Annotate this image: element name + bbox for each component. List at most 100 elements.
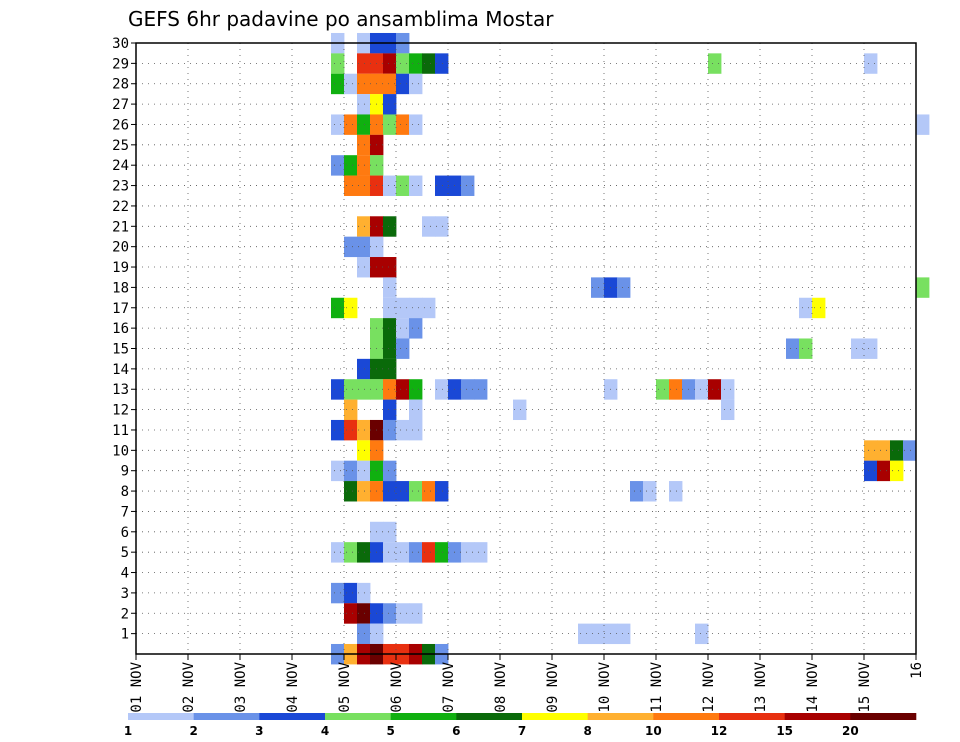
heatmap-cell <box>617 623 631 645</box>
heatmap-cell <box>383 114 397 135</box>
heatmap-cell <box>396 603 410 624</box>
colorbar-swatch <box>456 713 523 720</box>
heatmap-cell <box>357 460 371 482</box>
heatmap-cell <box>383 338 397 359</box>
heatmap-cell <box>877 440 891 461</box>
heatmap-cell <box>331 114 345 135</box>
colorbar-label: 20 <box>842 724 859 738</box>
y-tick-label: 17 <box>112 301 129 317</box>
heatmap-cell <box>396 379 410 400</box>
heatmap-cell <box>357 379 371 400</box>
heatmap-cell <box>435 175 449 196</box>
heatmap-cell <box>864 440 878 461</box>
heatmap-cell <box>344 379 358 400</box>
heatmap-cell <box>396 297 410 319</box>
x-tick-label: 06 NOV <box>389 661 405 712</box>
heatmap-cell <box>331 297 345 319</box>
heatmap-cell <box>357 257 371 278</box>
heatmap-cell <box>890 440 904 461</box>
heatmap-cell <box>383 521 397 543</box>
heatmap-cell <box>916 114 930 135</box>
y-tick-label: 14 <box>112 362 129 378</box>
heatmap-cell <box>357 134 371 156</box>
heatmap-cell <box>513 399 527 421</box>
y-tick-label: 11 <box>112 423 129 439</box>
y-tick-label: 20 <box>112 240 129 256</box>
heatmap-cell <box>409 481 423 502</box>
colorbar-label: 6 <box>452 724 460 738</box>
x-tick-label: 15 NOV <box>857 661 873 712</box>
colorbar-swatch <box>259 713 326 720</box>
heatmap-cell <box>383 73 397 95</box>
heatmap-cell <box>344 481 358 502</box>
heatmap-cell <box>435 542 449 563</box>
heatmap-cell <box>357 542 371 563</box>
heatmap-cell <box>422 297 436 319</box>
y-tick-label: 9 <box>121 464 129 480</box>
y-tick-label: 19 <box>112 260 129 276</box>
heatmap-cell <box>799 297 813 319</box>
y-tick-label: 5 <box>121 545 129 561</box>
heatmap-cell <box>591 623 605 645</box>
x-tick-label: 14 NOV <box>805 661 821 712</box>
heatmap-cell <box>383 542 397 563</box>
y-tick-label: 28 <box>112 77 129 93</box>
heatmap-cell <box>578 623 592 645</box>
heatmap-cell <box>357 114 371 135</box>
heatmap-cells <box>331 32 930 665</box>
axes: 1234567891011121314151617181920212223242… <box>112 36 925 713</box>
heatmap-cell <box>383 460 397 482</box>
colorbar-swatch <box>850 713 917 720</box>
heatmap-cell <box>864 53 878 74</box>
colorbar-label: 8 <box>583 724 591 738</box>
colorbar-swatch <box>193 713 260 720</box>
heatmap-cell <box>344 603 358 624</box>
heatmap-cell <box>344 236 358 258</box>
heatmap-cell <box>383 53 397 74</box>
heatmap-cell <box>435 216 449 237</box>
heatmap-cell <box>344 399 358 421</box>
heatmap-cell <box>708 53 722 74</box>
colorbar-swatch <box>522 713 588 720</box>
heatmap-cell <box>344 114 358 135</box>
colorbar-label: 2 <box>189 724 197 738</box>
heatmap-cell <box>357 216 371 237</box>
heatmap-cell <box>916 277 930 298</box>
heatmap-cell <box>357 94 371 115</box>
y-tick-label: 30 <box>112 36 129 52</box>
heatmap-cell <box>383 318 397 339</box>
y-tick-label: 29 <box>112 56 129 72</box>
heatmap-cell <box>357 53 371 74</box>
heatmap-cell <box>331 419 345 441</box>
heatmap-cell <box>695 623 709 645</box>
x-tick-label: 01 NOV <box>129 661 145 712</box>
colorbar: 1 2 3 4 5 6 7 8 10 12 15 20 <box>124 713 917 738</box>
heatmap-cell <box>409 603 423 624</box>
x-tick-label: 05 NOV <box>337 661 353 712</box>
heatmap-cell <box>344 542 358 563</box>
y-tick-label: 7 <box>121 504 129 520</box>
colorbar-label: 5 <box>386 724 394 738</box>
heatmap-cell <box>422 216 436 237</box>
heatmap-cell <box>409 297 423 319</box>
heatmap-cell <box>435 379 449 400</box>
heatmap-cell <box>357 582 371 604</box>
heatmap-cell <box>331 53 345 74</box>
colorbar-label: 4 <box>321 724 329 738</box>
heatmap-cell <box>461 379 475 400</box>
heatmap-cell <box>669 379 683 400</box>
heatmap-cell <box>721 379 735 400</box>
colorbar-swatch <box>128 713 194 720</box>
colorbar-label: 12 <box>711 724 728 738</box>
heatmap-cell <box>344 155 358 176</box>
colorbar-swatch <box>325 713 391 720</box>
heatmap-cell <box>591 277 605 298</box>
x-tick-label: 04 NOV <box>285 661 301 712</box>
y-tick-label: 16 <box>112 321 129 337</box>
heatmap-cell <box>344 582 358 604</box>
y-tick-label: 18 <box>112 280 129 296</box>
heatmap-cell <box>799 338 813 359</box>
x-tick-label: 16 <box>909 662 925 679</box>
heatmap-cell <box>357 73 371 95</box>
